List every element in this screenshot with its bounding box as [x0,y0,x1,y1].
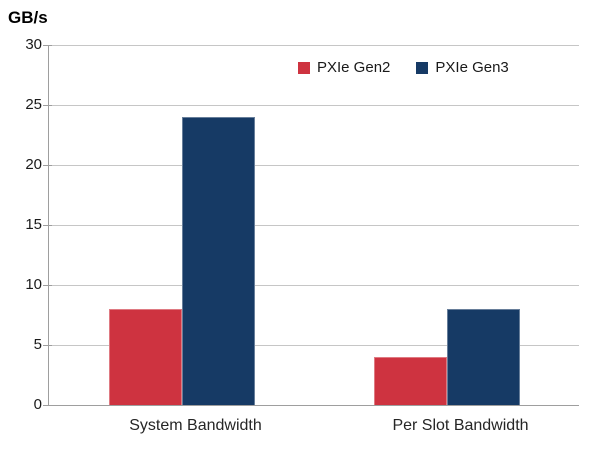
y-tick-mark-0 [43,405,52,406]
legend-label: PXIe Gen2 [317,59,391,76]
bar-pxie-gen3-per-slot-bandwidth [446,309,520,405]
y-tick-mark-20 [43,165,52,166]
y-tick-mark-30 [43,45,52,46]
x-category-label-system-bandwidth: System Bandwidth [129,417,262,434]
y-axis-unit-label: GB/s [8,8,48,27]
y-tick-mark-5 [43,345,52,346]
y-tick-mark-25 [43,105,52,106]
bar-pxie-gen3-system-bandwidth [181,117,255,405]
y-tick-mark-15 [43,225,52,226]
y-tick-label-20: 20 [25,156,42,173]
bar-pxie-gen2-system-bandwidth [108,309,182,405]
gridline-20 [49,165,579,166]
y-tick-label-30: 30 [25,36,42,53]
gridline-5 [49,345,579,346]
legend-swatch-icon [416,61,429,74]
y-tick-mark-10 [43,285,52,286]
legend-item-pxie-gen3: PXIe Gen3 [416,59,509,76]
y-tick-label-5: 5 [33,336,42,353]
legend-swatch-icon [298,61,310,74]
bar-pxie-gen2-per-slot-bandwidth [373,357,447,405]
legend-label: PXIe Gen3 [435,59,509,76]
x-category-label-per-slot-bandwidth: Per Slot Bandwidth [392,417,529,434]
y-tick-label-15: 15 [25,216,42,233]
gridline-15 [49,225,579,226]
gridline-25 [49,105,579,106]
gridline-10 [49,285,579,286]
legend-item-pxie-gen2: PXIe Gen2 [298,59,390,76]
gridline-30 [49,45,579,46]
chart-legend: PXIe Gen2 PXIe Gen3 [298,59,509,76]
y-tick-label-10: 10 [25,276,42,293]
plot-area [48,45,579,406]
y-tick-label-0: 0 [33,396,42,413]
y-tick-label-25: 25 [25,96,42,113]
